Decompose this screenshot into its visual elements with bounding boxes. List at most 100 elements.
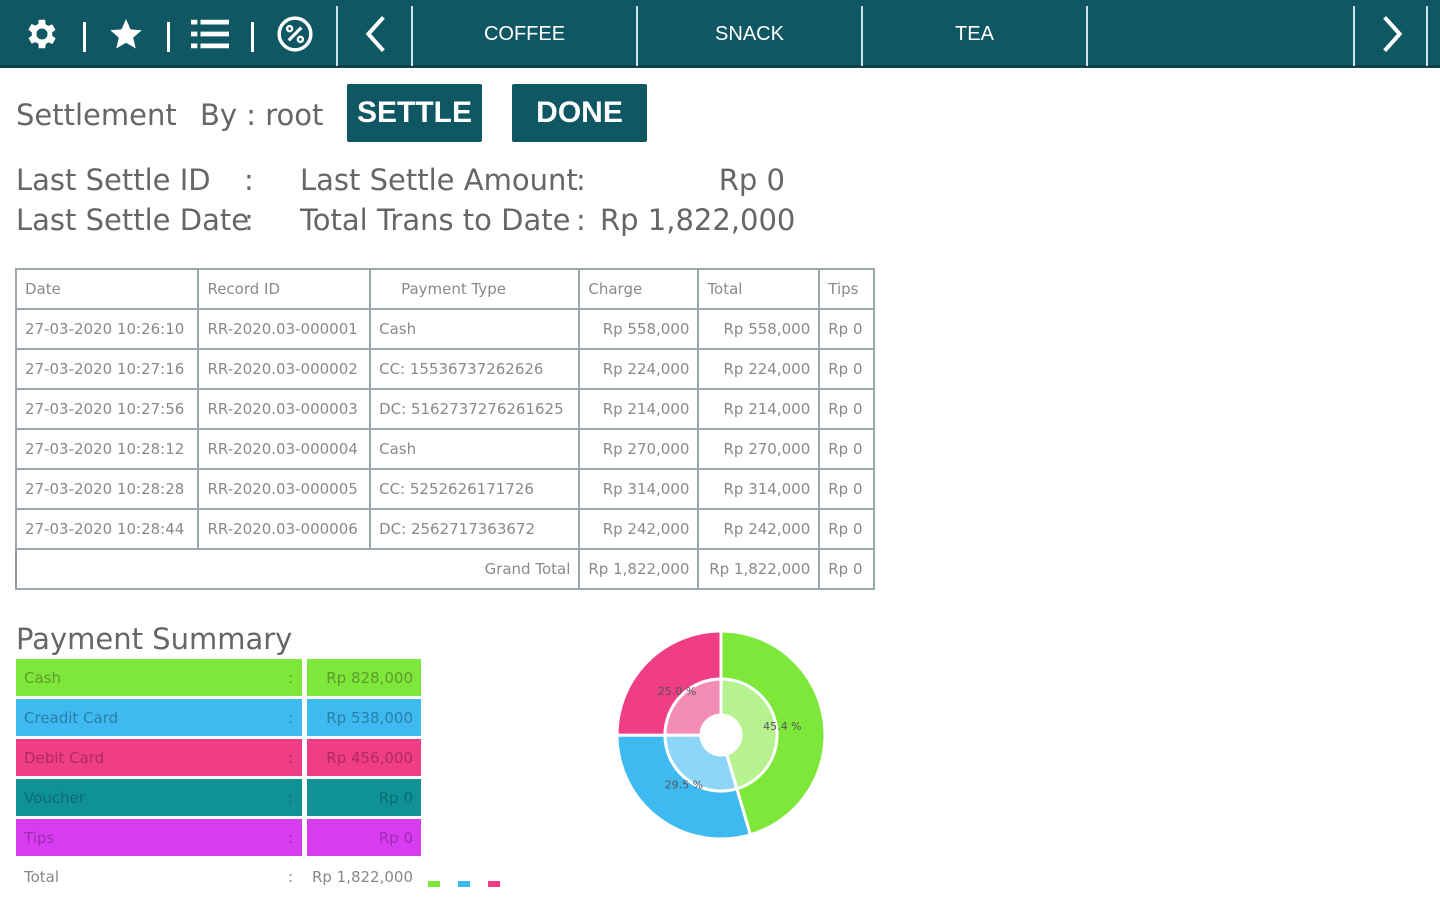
last-settle-date-label: Last Settle Date (16, 203, 250, 237)
pie-label-cash: 45.4 % (763, 720, 801, 733)
cell-date: 27-03-2020 10:28:12 (14, 428, 200, 470)
summary-row: Debit Card: Rp 456,000 (16, 739, 421, 776)
grand-total-charge: Rp 1,822,000 (578, 548, 700, 590)
chevron-left-icon[interactable] (355, 14, 395, 54)
toolbar-divider (861, 6, 863, 66)
summary-row-name: Creadit Card (16, 699, 302, 736)
toolbar-divider (411, 6, 413, 66)
total-trans-value: Rp 1,822,000 (600, 203, 796, 237)
cell-record-id: RR-2020.03-000004 (197, 428, 372, 470)
cell-payment-type: CC: 1553673726262​6 (369, 348, 581, 390)
column-header-date[interactable]: Date (14, 268, 200, 310)
cell-total: Rp 558,000 (697, 308, 821, 350)
column-header-payment-type[interactable]: Payment Type (369, 268, 581, 310)
cell-record-id: RR-2020.03-000001 (197, 308, 372, 350)
column-header-tips[interactable]: Tips (818, 268, 875, 310)
tab-tea[interactable]: TEA (955, 22, 994, 45)
grand-total-label: Grand Total (16, 548, 581, 590)
cell-payment-type: CC: 5252626171726 (369, 468, 581, 510)
page-title: Settlement (16, 98, 177, 132)
summary-total-amount: Rp 1,822,000 (311, 868, 413, 886)
tab-coffee[interactable]: COFFEE (483, 22, 566, 45)
cell-tips: Rp 0 (818, 508, 875, 550)
cell-total: Rp 214,000 (697, 388, 821, 430)
info-colon: : (576, 163, 586, 197)
cell-payment-type: Cash (369, 428, 581, 470)
table-row[interactable]: 27-03-2020 10:28:44 RR-2020.03-000006 DC… (14, 508, 875, 550)
pie-center-hole (701, 715, 741, 755)
toolbar-separator (83, 22, 86, 52)
legend-swatch (458, 881, 470, 887)
toolbar-separator (251, 22, 254, 52)
info-colon: : (244, 163, 254, 197)
summary-row-name: Tips (16, 819, 302, 856)
toolbar-separator (167, 22, 170, 52)
cell-record-id: RR-2020.03-000002 (197, 348, 372, 390)
toolbar-divider (1353, 6, 1355, 66)
cell-payment-type: DC: 2562717363672 (369, 508, 581, 550)
pie-inner-slice-cash (719, 677, 779, 791)
list-icon[interactable] (190, 14, 230, 54)
pie-inner-slice-debit-card (663, 677, 723, 737)
cell-charge: Rp 224,000 (578, 348, 700, 390)
summary-row-name: Debit Card (16, 739, 302, 776)
total-trans-label: Total Trans to Date (300, 203, 571, 237)
summary-row: Cash: Rp 828,000 (16, 659, 421, 696)
summary-row-amount: Rp 0 (304, 779, 421, 816)
summary-row-colon: : (288, 828, 294, 847)
cell-tips: Rp 0 (818, 308, 875, 350)
cell-charge: Rp 314,000 (578, 468, 700, 510)
summary-row-amount: Rp 456,000 (304, 739, 421, 776)
summary-row: Voucher: Rp 0 (16, 779, 421, 816)
grand-total-tips: Rp 0 (818, 548, 875, 590)
table-row[interactable]: 27-03-2020 10:27:56 RR-2020.03-000003 DC… (14, 388, 875, 430)
top-toolbar: COFFEE SNACK TEA (0, 0, 1440, 68)
last-settle-amount-value: Rp 0 (718, 163, 785, 197)
last-settle-id-label: Last Settle ID (16, 163, 211, 197)
summary-row-colon: : (288, 668, 294, 687)
pie-label-creadit-card: 29.5 % (665, 779, 703, 792)
star-icon[interactable] (106, 14, 146, 54)
summary-row-name: Voucher (16, 779, 302, 816)
tab-snack[interactable]: SNACK (715, 22, 784, 45)
cell-tips: Rp 0 (818, 468, 875, 510)
percent-icon[interactable] (275, 14, 315, 54)
gear-icon[interactable] (22, 14, 62, 54)
summary-total-label: Total (24, 868, 60, 886)
cell-payment-type: DC: 5162737276261625 (369, 388, 581, 430)
summary-row: Creadit Card: Rp 538,000 (16, 699, 421, 736)
column-header-record-id[interactable]: Record ID (197, 268, 372, 310)
toolbar-divider (1426, 6, 1428, 66)
chevron-right-icon[interactable] (1373, 14, 1413, 54)
toolbar-divider (636, 6, 638, 66)
table-row[interactable]: 27-03-2020 10:28:12 RR-2020.03-000004 Ca… (14, 428, 875, 470)
summary-row-amount: Rp 828,000 (304, 659, 421, 696)
cell-charge: Rp 558,000 (578, 308, 700, 350)
summary-row-amount: Rp 538,000 (304, 699, 421, 736)
cell-record-id: RR-2020.03-000006 (197, 508, 372, 550)
cell-total: Rp 224,000 (697, 348, 821, 390)
done-button[interactable]: DONE (512, 84, 647, 142)
toolbar-divider (336, 6, 338, 66)
cell-payment-type: Cash (369, 308, 581, 350)
table-row[interactable]: 27-03-2020 10:28:28 RR-2020.03-000005 CC… (14, 468, 875, 510)
cell-tips: Rp 0 (818, 348, 875, 390)
cell-charge: Rp 242,000 (578, 508, 700, 550)
cell-total: Rp 314,000 (697, 468, 821, 510)
column-header-charge[interactable]: Charge (578, 268, 700, 310)
summary-row-colon: : (288, 788, 294, 807)
summary-row-colon: : (288, 708, 294, 727)
settled-by-label: By : root (200, 98, 324, 132)
grand-total-total: Rp 1,822,000 (697, 548, 821, 590)
info-colon: : (244, 203, 254, 237)
table-row[interactable]: 27-03-2020 10:26:10 RR-2020.03-000001 Ca… (14, 308, 875, 350)
cell-charge: Rp 214,000 (578, 388, 700, 430)
toolbar-divider (1086, 6, 1088, 66)
cell-charge: Rp 270,000 (578, 428, 700, 470)
settle-button[interactable]: SETTLE (347, 84, 482, 142)
info-colon: : (576, 203, 586, 237)
pie-label-debit-card: 25.0 % (658, 685, 696, 698)
cell-record-id: RR-2020.03-000003 (197, 388, 372, 430)
column-header-total[interactable]: Total (697, 268, 821, 310)
table-row[interactable]: 27-03-2020 10:27:16 RR-2020.03-000002 CC… (14, 348, 875, 390)
